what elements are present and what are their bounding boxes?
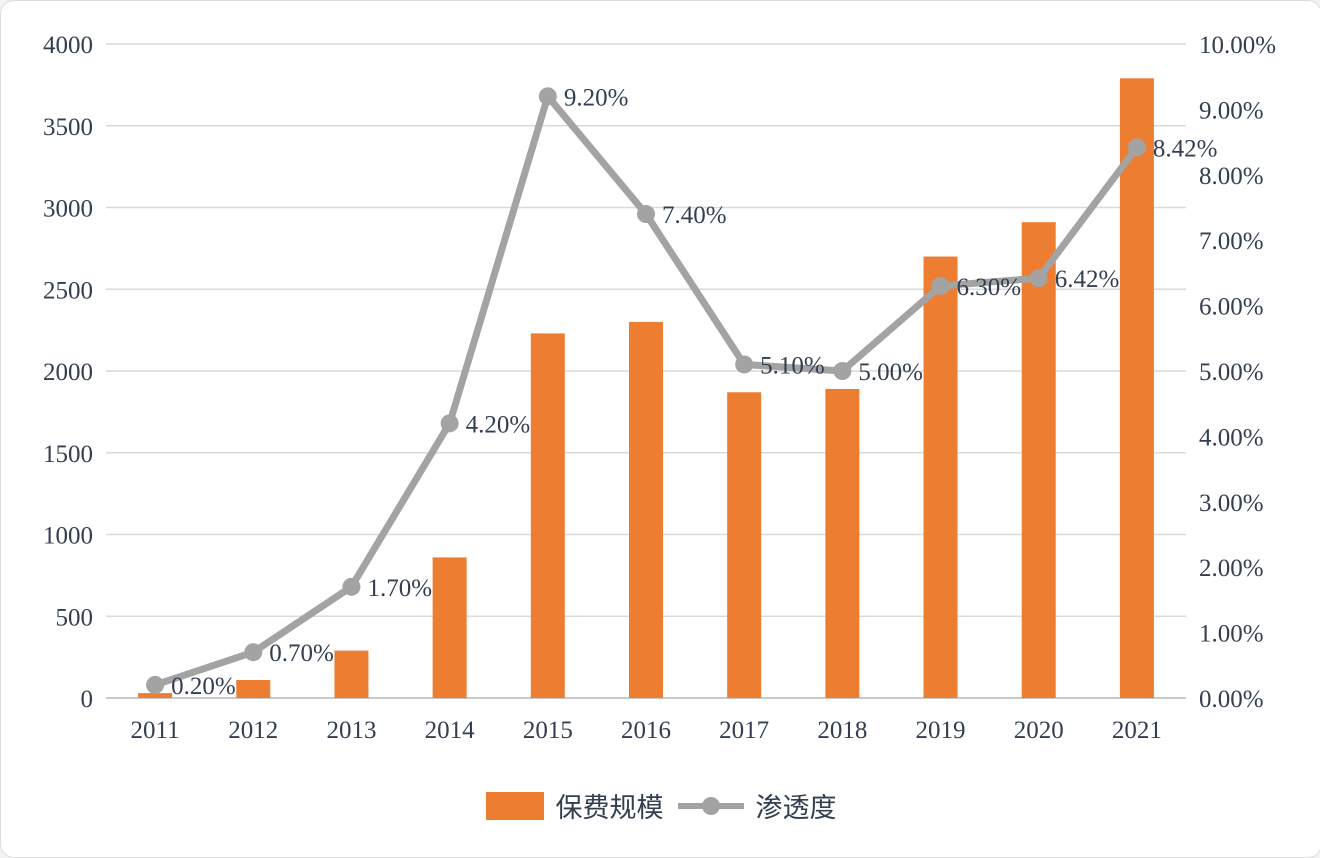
bar-2016[interactable] [629, 321, 663, 698]
line-marker-2014[interactable] [440, 414, 459, 433]
x-axis-label: 2016 [621, 717, 671, 744]
right-axis-tick: 8.00% [1199, 163, 1264, 190]
legend-label-penetration: 渗透度 [755, 793, 837, 823]
x-axis-label: 2018 [817, 717, 867, 744]
data-label-2019: 6.30% [957, 274, 1022, 301]
right-axis-tick: 4.00% [1199, 424, 1264, 451]
x-axis-label: 2015 [523, 717, 573, 744]
line-marker-2020[interactable] [1029, 269, 1048, 288]
line-swatch-marker-icon [701, 796, 720, 815]
right-axis-tick: 1.00% [1199, 621, 1264, 648]
x-axis-label: 2012 [228, 717, 278, 744]
right-axis-tick: 0.00% [1199, 686, 1264, 713]
combo-chart-canvas: 0 500 1000 1500 2000 2500 3000 3500 4000 0.00% 1.0… [43, 32, 1276, 744]
left-axis-tick: 2000 [43, 359, 93, 386]
data-label-2018: 5.00% [858, 359, 923, 386]
data-label-2013: 1.70% [367, 575, 432, 602]
right-axis-tick: 7.00% [1199, 228, 1264, 255]
data-label-2014: 4.20% [466, 411, 531, 438]
x-axis-label: 2014 [425, 717, 476, 744]
right-axis-tick: 2.00% [1199, 555, 1264, 582]
right-axis-tick: 5.00% [1199, 359, 1264, 386]
left-axis-tick: 4000 [43, 32, 93, 59]
x-axis-label: 2017 [719, 717, 769, 744]
bar-series-swatch [485, 791, 544, 820]
left-axis-tick: 2500 [43, 277, 93, 304]
data-label-2011: 0.20% [171, 673, 236, 700]
line-marker-2013[interactable] [342, 577, 361, 596]
right-axis-tick: 3.00% [1199, 490, 1264, 517]
line-marker-2011[interactable] [146, 675, 165, 694]
bar-2011[interactable] [138, 693, 173, 698]
data-label-2015: 9.20% [564, 84, 629, 111]
data-label-2020: 6.42% [1055, 266, 1120, 293]
data-label-2021: 8.42% [1153, 135, 1218, 162]
left-axis-tick: 1000 [43, 523, 93, 550]
right-axis-tick: 6.00% [1199, 294, 1264, 321]
line-marker-2012[interactable] [244, 643, 263, 662]
bar-2020[interactable] [1021, 222, 1056, 698]
data-label-2016: 7.40% [662, 202, 727, 229]
line-marker-2016[interactable] [637, 205, 655, 224]
legend-item-penetration[interactable]: 渗透度 [677, 786, 837, 825]
legend-item-premium[interactable]: 保费规模 [485, 786, 664, 825]
chart-legend: 保费规模 渗透度 [1, 786, 1320, 825]
x-axis-label: 2019 [916, 717, 966, 744]
left-axis-tick: 3500 [43, 114, 93, 141]
line-marker-2018[interactable] [833, 362, 852, 380]
bar-2019[interactable] [923, 256, 958, 698]
right-axis-tick: 9.00% [1199, 97, 1264, 124]
line-marker-2019[interactable] [931, 276, 950, 295]
data-label-2012: 0.70% [269, 640, 334, 667]
x-axis-label: 2021 [1112, 717, 1162, 744]
left-axis-tick: 0 [81, 686, 94, 713]
bar-2013[interactable] [334, 650, 369, 698]
left-axis-tick: 3000 [43, 196, 93, 223]
legend-label-premium: 保费规模 [555, 793, 664, 823]
bar-2015[interactable] [530, 333, 565, 698]
left-axis-tick: 500 [56, 604, 94, 631]
bar-2021[interactable] [1119, 78, 1154, 698]
bar-2018[interactable] [825, 388, 860, 698]
x-axis-label: 2011 [131, 717, 180, 744]
right-axis-tick: 10.00% [1199, 32, 1276, 59]
line-marker-2021[interactable] [1127, 138, 1146, 157]
line-series-swatch [677, 792, 744, 820]
x-axis-label: 2020 [1014, 717, 1064, 744]
bar-2017[interactable] [727, 392, 762, 698]
line-marker-2017[interactable] [735, 355, 754, 374]
left-axis-tick: 1500 [43, 441, 93, 468]
line-marker-2015[interactable] [538, 87, 557, 106]
bar-2012[interactable] [236, 680, 271, 698]
data-label-2017: 5.10% [760, 352, 825, 379]
x-axis-label: 2013 [326, 717, 376, 744]
bar-2014[interactable] [432, 557, 467, 698]
